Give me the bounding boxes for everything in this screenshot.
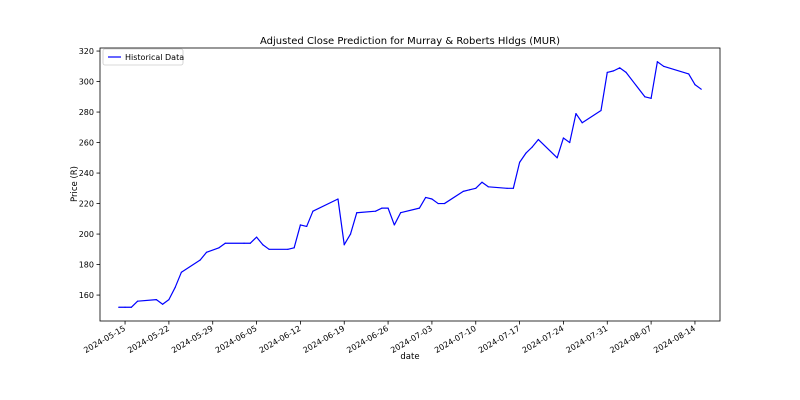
data-point [525, 152, 527, 154]
data-point [136, 300, 139, 302]
data-point [475, 187, 477, 189]
data-point [199, 259, 201, 261]
data-point [431, 198, 433, 200]
data-point [619, 67, 621, 69]
data-point [387, 207, 389, 209]
data-point [600, 109, 602, 112]
data-point [249, 242, 251, 244]
data-point [700, 88, 702, 90]
series-group [118, 61, 702, 308]
y-tick-label: 160 [79, 291, 94, 300]
data-point [625, 71, 627, 73]
data-point [218, 247, 220, 249]
data-point [606, 71, 608, 73]
plot-frame [99, 47, 721, 322]
data-point [612, 70, 615, 72]
data-point [512, 187, 514, 189]
data-point [537, 138, 539, 141]
data-point [393, 224, 395, 226]
data-point [224, 242, 226, 244]
data-point [556, 157, 558, 159]
legend-box [102, 48, 184, 66]
data-point [644, 96, 646, 98]
data-point [306, 225, 308, 228]
y-tick-label: 260 [79, 139, 94, 148]
legend: Historical Data [102, 48, 184, 66]
y-tick-label: 280 [79, 108, 94, 117]
y-tick-label: 220 [79, 200, 94, 209]
y-tick-label: 320 [79, 47, 94, 56]
y-tick-label: 180 [79, 261, 94, 270]
data-point [124, 306, 126, 308]
data-point [268, 248, 270, 250]
data-point [299, 224, 301, 226]
data-point [531, 146, 533, 148]
y-tick-label: 300 [79, 78, 94, 87]
data-point [293, 247, 295, 249]
data-point [425, 196, 427, 199]
y-axis-label: Price (R) [70, 166, 80, 202]
data-point [581, 122, 583, 124]
plot-area [99, 47, 721, 322]
data-point [337, 198, 339, 200]
data-point [481, 181, 483, 183]
data-point [155, 299, 157, 301]
data-point [168, 299, 170, 301]
data-point [519, 161, 521, 163]
data-point [243, 242, 245, 244]
data-point [180, 271, 183, 273]
data-point [349, 233, 352, 235]
data-point [343, 244, 345, 246]
x-axis-label: date [400, 352, 419, 362]
data-point [437, 202, 439, 205]
data-point [400, 212, 402, 214]
data-point [130, 306, 132, 308]
data-point [569, 141, 571, 144]
chart-title: Adjusted Close Prediction for Murray & R… [260, 36, 560, 47]
data-point [287, 248, 289, 250]
data-point [356, 212, 358, 214]
y-tick-label: 240 [79, 169, 94, 178]
data-point [562, 137, 565, 139]
data-point [650, 97, 652, 99]
data-point [443, 202, 446, 205]
data-point [487, 186, 489, 188]
y-axis-ticks: 160 180 200 220 240 260 280 300 320 [79, 47, 100, 300]
data-point [462, 190, 464, 192]
legend-label: Historical Data [125, 53, 184, 62]
data-point [418, 207, 420, 209]
data-point [205, 251, 208, 253]
data-point [663, 65, 665, 67]
data-point [381, 207, 383, 209]
data-point [374, 210, 377, 212]
data-point [688, 73, 690, 75]
data-point [694, 84, 696, 86]
data-point [506, 187, 508, 189]
data-point [262, 244, 264, 246]
data-point [118, 306, 120, 308]
data-point [575, 112, 577, 115]
data-point [162, 303, 164, 305]
data-point [312, 210, 314, 212]
data-point [174, 286, 176, 289]
y-tick-label: 200 [79, 230, 94, 239]
data-point [656, 61, 658, 63]
data-point [255, 236, 258, 238]
data-point [468, 189, 471, 191]
